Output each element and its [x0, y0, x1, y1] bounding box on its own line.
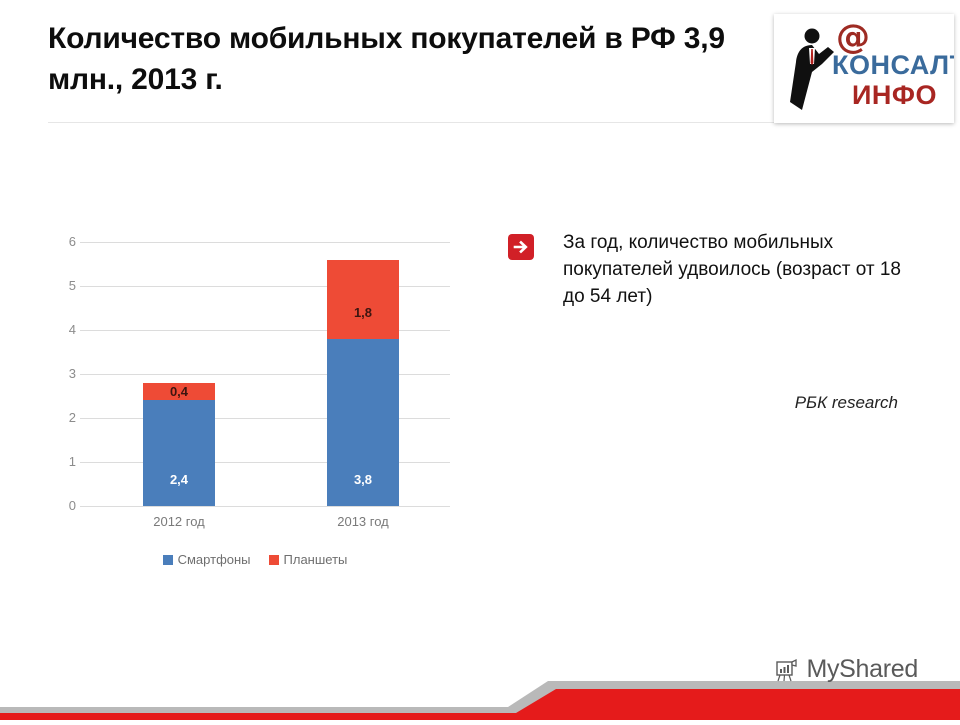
brand-logo: @ КОНСАЛТ ИНФО [774, 14, 954, 123]
y-axis-tick-label: 6 [68, 234, 76, 249]
y-axis-tick-label: 2 [68, 410, 76, 425]
bar-column[interactable]: 1,8 3,8 [327, 259, 399, 506]
bar-value-label: 3,8 [353, 472, 373, 487]
gridline [80, 330, 450, 331]
bar-value-label: 2,4 [169, 472, 189, 487]
myshared-watermark: MyShared [773, 655, 918, 684]
gridline [80, 462, 450, 463]
gridline [80, 418, 450, 419]
gridline [80, 286, 450, 287]
y-axis-tick-label: 4 [68, 322, 76, 337]
bar-value-label: 0,4 [169, 383, 189, 399]
slide-footer: MyShared [0, 645, 960, 720]
footer-band [0, 681, 960, 720]
logo-word-info: ИНФО [852, 80, 937, 110]
watermark-label: MyShared [806, 655, 918, 683]
legend-label: Смартфоны [177, 552, 251, 567]
gridline [80, 242, 450, 243]
bar-value-label: 1,8 [353, 304, 373, 320]
bar-segment[interactable]: 3,8 [327, 338, 399, 506]
bar-column[interactable]: 0,4 2,4 [143, 382, 215, 506]
y-axis-tick-label: 1 [68, 454, 76, 469]
legend-entry[interactable]: Планшеты [268, 552, 348, 567]
slide-header: Количество мобильных покупателей в РФ 3,… [0, 0, 960, 123]
chart-legend: Смартфоны Планшеты [40, 552, 470, 567]
header-divider [48, 122, 928, 123]
bar-segment[interactable]: 2,4 [143, 400, 215, 506]
bar-segment[interactable]: 0,4 [143, 382, 215, 401]
chart-plot-area: 0 1 2 3 4 5 6 0,4 2,4 1,8 3,8 [69, 234, 450, 513]
legend-entry[interactable]: Смартфоны [162, 552, 251, 567]
legend-swatch [162, 554, 173, 565]
stacked-bar-chart: 0 1 2 3 4 5 6 0,4 2,4 1,8 3,8 2012 год 2013 год См… [40, 222, 470, 590]
bar-segment[interactable]: 1,8 [327, 259, 399, 339]
insight-text: За год, количество мобильных покупателей… [563, 232, 902, 307]
x-axis-category-label: 2012 год [153, 514, 205, 529]
legend-label: Планшеты [283, 552, 348, 567]
logo-at-symbol: @ [836, 17, 870, 57]
y-axis-tick-label: 0 [68, 498, 76, 513]
gridline [80, 374, 450, 375]
y-axis-tick-label: 3 [68, 366, 76, 381]
x-axis-category-label: 2013 год [337, 514, 389, 529]
legend-swatch [268, 554, 279, 565]
logo-word-konsalt: КОНСАЛТ [832, 50, 954, 80]
red-arrow-right-icon [508, 234, 534, 260]
presentation-projector-icon [776, 658, 798, 681]
page-title: Количество мобильных покупателей в РФ 3,… [48, 22, 725, 97]
source-attribution: РБК research [794, 393, 898, 412]
y-axis-tick-label: 5 [68, 278, 76, 293]
businessman-with-at-symbol-icon [790, 28, 834, 110]
gridline [80, 506, 450, 507]
